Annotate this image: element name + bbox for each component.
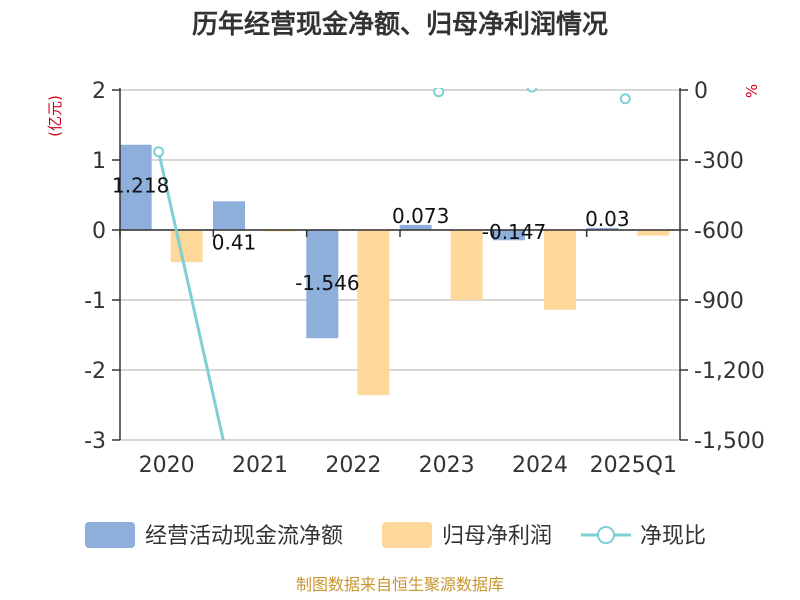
right-tick-label: -900 xyxy=(694,289,744,314)
data-labels: 1.218 0.41 -1.546 0.073 -0.147 0.03 xyxy=(112,174,630,295)
source-note: 制图数据来自恒生聚源数据库 xyxy=(296,575,504,594)
legend-label-cashflow: 经营活动现金流净额 xyxy=(145,524,343,549)
legend-swatch-net-profit xyxy=(382,522,432,548)
ratio-point xyxy=(341,70,350,79)
ratio-point xyxy=(526,88,538,93)
x-tick-label: 2021 xyxy=(232,453,288,478)
cashflow-bar xyxy=(213,201,245,230)
x-tick-label: 2020 xyxy=(139,453,195,478)
x-tick-label: 2022 xyxy=(325,453,381,478)
ratio-line-group xyxy=(153,70,631,573)
left-axis-unit: (亿元) xyxy=(46,95,64,137)
cashflow-data-label: 0.073 xyxy=(392,204,449,228)
legend-marker-ratio xyxy=(597,526,615,544)
axes-group xyxy=(112,88,688,441)
tick-labels: 2 1 0 -1 -2 -3 0 -300 -600 -900 -1,200 -1,500 2020 20… xyxy=(84,79,765,478)
right-axis-unit: % xyxy=(743,84,761,98)
chart-title: 历年经营现金净额、归母净利润情况 xyxy=(192,9,608,40)
left-tick-label: -1 xyxy=(84,289,106,314)
cashflow-data-label: -1.546 xyxy=(295,271,359,295)
right-tick-label: 0 xyxy=(694,79,708,104)
cashflow-bar xyxy=(119,144,152,230)
right-tick-label: -600 xyxy=(694,219,744,244)
legend-swatch-cashflow xyxy=(85,522,135,548)
net-profit-bar xyxy=(357,230,390,396)
bars-group xyxy=(119,144,670,396)
cashflow-data-label: 0.03 xyxy=(585,207,630,231)
ratio-point xyxy=(433,88,445,98)
left-tick-label: 2 xyxy=(92,79,106,104)
net-profit-bar xyxy=(637,230,670,236)
grid-lines xyxy=(120,89,680,441)
right-tick-label: -1,200 xyxy=(694,359,765,384)
legend-label-net-profit: 归母净利润 xyxy=(442,524,552,549)
cashflow-data-label: 0.41 xyxy=(212,230,257,254)
left-tick-label: 1 xyxy=(92,149,106,174)
net-profit-bar xyxy=(544,230,576,310)
legend-label-ratio: 净现比 xyxy=(640,524,706,549)
cashflow-bar xyxy=(493,230,525,241)
x-tick-label: 2025Q1 xyxy=(590,453,677,478)
net-profit-bar xyxy=(450,230,483,300)
cashflow-bar xyxy=(586,227,619,230)
left-tick-label: -2 xyxy=(84,359,106,384)
cashflow-bar xyxy=(306,230,339,339)
x-tick-label: 2023 xyxy=(419,453,475,478)
left-tick-label: 0 xyxy=(92,219,106,244)
legend: 经营活动现金流净额 归母净利润 净现比 xyxy=(85,522,706,549)
cashflow-data-label: -0.147 xyxy=(482,220,546,244)
x-tick-label: 2024 xyxy=(512,453,568,478)
ratio-point xyxy=(153,146,165,158)
cashflow-bar xyxy=(399,224,432,230)
ratio-line-segment xyxy=(157,151,225,440)
ratio-point xyxy=(619,93,631,105)
right-tick-label: -1,500 xyxy=(694,429,765,454)
net-profit-bar xyxy=(170,230,203,263)
cashflow-data-label: 1.218 xyxy=(112,174,169,198)
left-tick-label: -3 xyxy=(84,429,106,454)
right-tick-label: -300 xyxy=(694,149,744,174)
ratio-point xyxy=(248,564,257,573)
